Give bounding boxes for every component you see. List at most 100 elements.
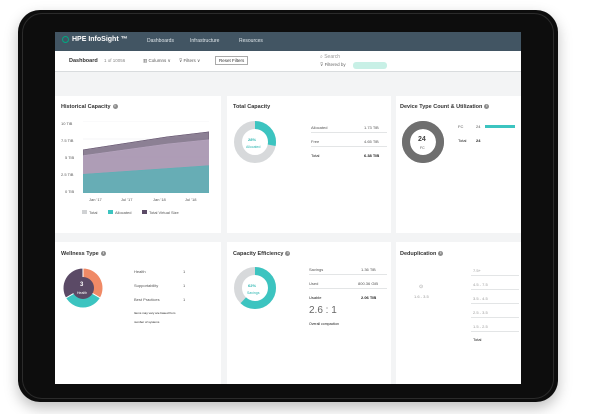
device-count-label: FC (420, 146, 425, 150)
row-divider (471, 275, 519, 276)
row-divider (311, 132, 387, 133)
savings-percent: 62% (248, 283, 257, 288)
wellness-row-value: 1 (183, 283, 186, 288)
y-tick: 10 TiB (61, 121, 73, 126)
device-count-donut (402, 121, 444, 163)
row-divider (309, 274, 387, 275)
dedup-range: 1.6 - 3.5 (414, 294, 429, 299)
row-divider (471, 317, 519, 318)
y-tick: 0 TiB (65, 189, 75, 194)
columns-menu[interactable]: ▥ Columns ∨ (143, 58, 171, 63)
legend-swatch-total (82, 210, 87, 214)
dashboard-title: Dashboard (69, 58, 98, 64)
efficiency-usable-value: 2.06 TiB (361, 295, 377, 300)
legend-total: Total (89, 210, 98, 215)
search-icon: ⌕ (320, 54, 323, 60)
wellness-donut (62, 267, 104, 309)
brand-name: HPE InfoSight ™ (72, 36, 128, 43)
info-icon[interactable]: i (285, 251, 291, 257)
savings-label: Savings (247, 291, 260, 295)
device-total-label: Total (458, 138, 467, 143)
legend-swatch-allocated (108, 210, 113, 214)
reset-filters-button[interactable]: Reset Filters (215, 56, 249, 65)
wellness-note: number of systems (134, 320, 160, 324)
allocated-donut-chart (234, 121, 276, 163)
total-capacity-card: Total Capacity 28% Allocated Allocated 1… (227, 96, 391, 233)
filters-menu[interactable]: ⊽ Filters ∨ (179, 58, 201, 63)
filtered-by-text: Filtered by (324, 62, 346, 67)
nav-dashboards[interactable]: Dashboards (147, 38, 174, 44)
wellness-row-label: Best Practices (134, 297, 160, 302)
dedup-scale-item: 2.5 - 3.5 (473, 310, 488, 315)
efficiency-row-label: Savings (309, 267, 324, 272)
allocated-percent: 28% (248, 137, 257, 142)
donut-segment (234, 267, 276, 309)
utilization-bar-fill (485, 125, 515, 128)
wellness-title: Wellness Type i (61, 251, 106, 257)
savings-donut-chart (234, 267, 276, 309)
dashboard-toolbar: Dashboard 1 of 10056 ▥ Columns ∨ ⊽ Filte… (55, 51, 521, 72)
wellness-type-card: Wellness Type i 3 Health Health 1 Support… (55, 242, 221, 384)
filters-label: Filters ∨ (183, 58, 201, 63)
row-divider (471, 289, 519, 290)
dedup-scale-item: 7.5+ (473, 268, 481, 273)
compaction-ratio: 2.6 : 1 (309, 305, 337, 316)
compaction-label: Overall compaction (309, 322, 339, 326)
x-tick: Jan '18 (153, 197, 166, 202)
device-row-value: 24 (476, 124, 481, 129)
info-icon[interactable]: i (484, 104, 490, 110)
row-divider (311, 146, 387, 147)
wellness-row-label: Health (134, 269, 146, 274)
deduplication-card: Deduplication i ⊙ 1.6 - 3.5 7.5+ 4.5 - 7.… (396, 242, 521, 384)
nav-resources[interactable]: Resources (239, 38, 263, 44)
efficiency-usable-label: Usable (309, 295, 322, 300)
filtered-by-label: ⊽ Filtered by (320, 62, 346, 68)
nav-infrastructure[interactable]: Infrastructure (190, 38, 220, 44)
device-row-label: FC (458, 124, 464, 129)
capacity-total-label: Total (311, 153, 320, 158)
efficiency-row-value: 800.36 GiB (358, 281, 379, 286)
dedup-total-label: Total (473, 337, 482, 342)
capacity-total-value: 6.38 TiB (364, 153, 380, 158)
info-icon[interactable]: i (112, 104, 118, 110)
total-capacity-title: Total Capacity (233, 104, 271, 110)
efficiency-row-value: 1.36 TiB (361, 267, 376, 272)
wellness-row-value: 1 (183, 297, 186, 302)
donut-segment (234, 121, 276, 163)
wellness-row-value: 1 (183, 269, 186, 274)
legend-allocated: Allocated (115, 210, 132, 215)
info-icon[interactable]: i (100, 251, 106, 257)
filter-icon: ⊽ (320, 62, 324, 67)
y-tick: 2.5 TiB (61, 172, 74, 177)
pie-center (72, 277, 94, 299)
capacity-efficiency-card: Capacity Efficiency i 62% Savings Savings… (227, 242, 391, 384)
app-brand[interactable]: HPE InfoSight ™ (62, 36, 128, 43)
tablet-bezel (22, 13, 554, 399)
active-filter-chip[interactable] (353, 62, 387, 69)
wellness-note: Items may vary are based from (134, 311, 176, 315)
historical-capacity-chart (83, 121, 209, 193)
dedup-scale-item: 1.5 - 2.5 (473, 324, 488, 329)
x-tick: Jul '17 (121, 197, 133, 202)
utilization-bar-track (485, 125, 515, 128)
search-input[interactable]: ⌕ Search (320, 54, 340, 60)
y-tick: 5 TiB (65, 155, 75, 160)
legend-swatch-virtual (142, 210, 147, 214)
capacity-row-value: 4.65 TiB (364, 139, 379, 144)
capacity-row-label: Allocated (311, 125, 328, 130)
search-placeholder: Search (324, 54, 341, 60)
dedup-gauge-icon: ⊙ (419, 284, 424, 290)
dedup-title: Deduplication i (400, 251, 444, 257)
dashboard-screen: HPE InfoSight ™ Dashboards Infrastructur… (55, 32, 521, 384)
row-divider (471, 331, 519, 332)
historical-capacity-title: Historical Capacity i (61, 104, 118, 110)
device-total-value: 24 (476, 138, 481, 143)
device-type-title: Device Type Count & Utilization i (400, 104, 490, 110)
wellness-center-label: Health (77, 291, 88, 295)
capacity-row-value: 1.73 TiB (364, 125, 379, 130)
wellness-count: 3 (80, 282, 84, 288)
allocated-label: Allocated (246, 145, 261, 149)
wellness-row-label: Supportability (134, 283, 159, 288)
x-tick: Jan '17 (89, 197, 102, 202)
info-icon[interactable]: i (438, 251, 444, 257)
